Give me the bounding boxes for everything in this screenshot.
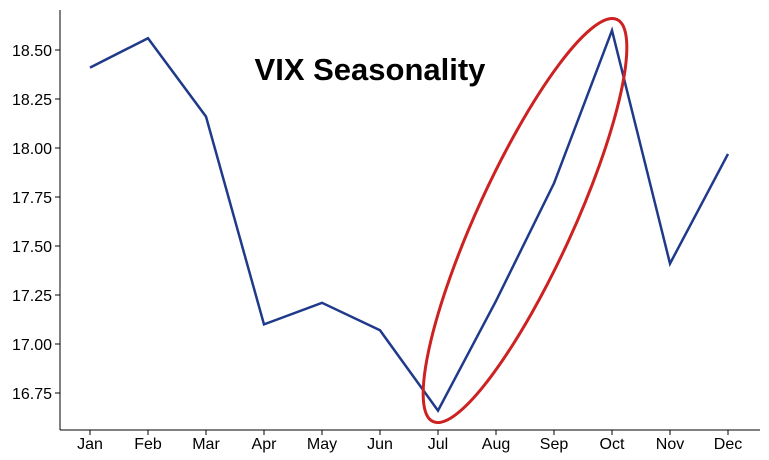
- y-tick-label: 17.25: [12, 288, 52, 305]
- x-tick-label: Jul: [428, 436, 448, 453]
- y-tick-label: 18.00: [12, 141, 52, 158]
- x-tick-label: Nov: [656, 436, 684, 453]
- x-tick-label: Jun: [367, 436, 393, 453]
- x-tick-label: Apr: [252, 436, 278, 453]
- x-tick-label: Oct: [600, 436, 625, 453]
- x-tick-label: Sep: [540, 436, 569, 453]
- chart-title: VIX Seasonality: [255, 52, 487, 87]
- x-tick-label: Dec: [714, 436, 742, 453]
- series-lines: [89, 26, 730, 413]
- x-tick-label: Jan: [77, 436, 103, 453]
- x-tick-label: Mar: [192, 436, 220, 453]
- y-tick-label: 16.75: [12, 386, 52, 403]
- x-axis-ticks: Jan Feb Mar Apr May Jun Jul Aug Sep Oct Nov Dec: [77, 430, 742, 453]
- x-tick-label: Feb: [134, 436, 162, 453]
- annotation-layer: [421, 16, 629, 425]
- y-tick-label: 17.50: [12, 239, 52, 256]
- y-tick-label: 18.25: [12, 92, 52, 109]
- y-tick-label: 17.75: [12, 190, 52, 207]
- x-tick-label: Aug: [482, 436, 510, 453]
- chart-axes: [59, 10, 760, 431]
- x-tick-label: May: [307, 436, 337, 453]
- highlight-ellipse: [421, 16, 629, 425]
- series-line: [89, 26, 730, 413]
- y-tick-label: 18.50: [12, 43, 52, 60]
- y-tick-label: 17.00: [12, 337, 52, 354]
- y-axis-ticks: 16.75 17.00 17.25 17.50 17.75 18.00 18.25 18.50: [12, 43, 60, 403]
